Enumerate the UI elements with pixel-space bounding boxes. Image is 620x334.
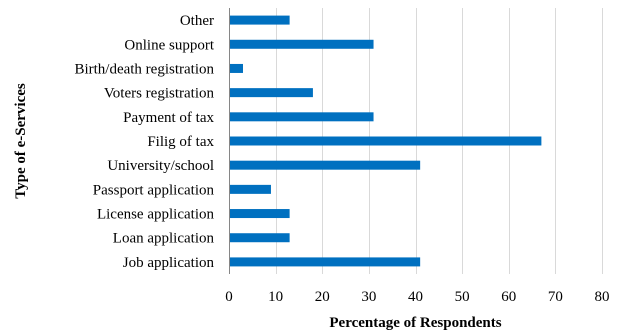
bar [229, 233, 290, 243]
bar [229, 63, 243, 73]
category-label: Other [180, 13, 214, 29]
bar [229, 39, 374, 49]
category-label: Job application [123, 255, 215, 271]
category-label: Filig of tax [147, 134, 214, 150]
x-tick-label: 70 [548, 289, 563, 305]
category-labels: Job application Loan application License a… [74, 13, 214, 271]
category-label: University/school [107, 158, 214, 174]
bar [229, 15, 290, 25]
x-tick-label: 20 [315, 289, 330, 305]
x-tick-label: 50 [455, 289, 470, 305]
bar [229, 184, 271, 194]
x-tick-label: 60 [501, 289, 516, 305]
bar [229, 136, 542, 146]
bar [229, 112, 374, 122]
category-label: Online support [124, 37, 214, 53]
category-label: Voters registration [104, 86, 215, 102]
bar [229, 88, 313, 98]
y-axis-title: Type of e-Services [13, 83, 29, 199]
x-tick-label: 30 [361, 289, 376, 305]
bar [229, 257, 421, 267]
x-axis-title: Percentage of Respondents [329, 315, 501, 331]
bars [229, 15, 542, 267]
category-label: Birth/death registration [74, 61, 214, 77]
category-label: Passport application [93, 182, 215, 198]
x-tick-labels: 0 10 20 30 40 50 60 70 80 [225, 289, 609, 305]
category-label: License application [97, 207, 215, 223]
category-label: Loan application [113, 231, 215, 247]
x-tick-label: 0 [225, 289, 233, 305]
x-tick-label: 80 [595, 289, 610, 305]
x-tick-label: 10 [268, 289, 283, 305]
bar [229, 160, 421, 170]
x-tick-label: 40 [408, 289, 423, 305]
bar [229, 209, 290, 219]
category-label: Payment of tax [123, 110, 214, 126]
